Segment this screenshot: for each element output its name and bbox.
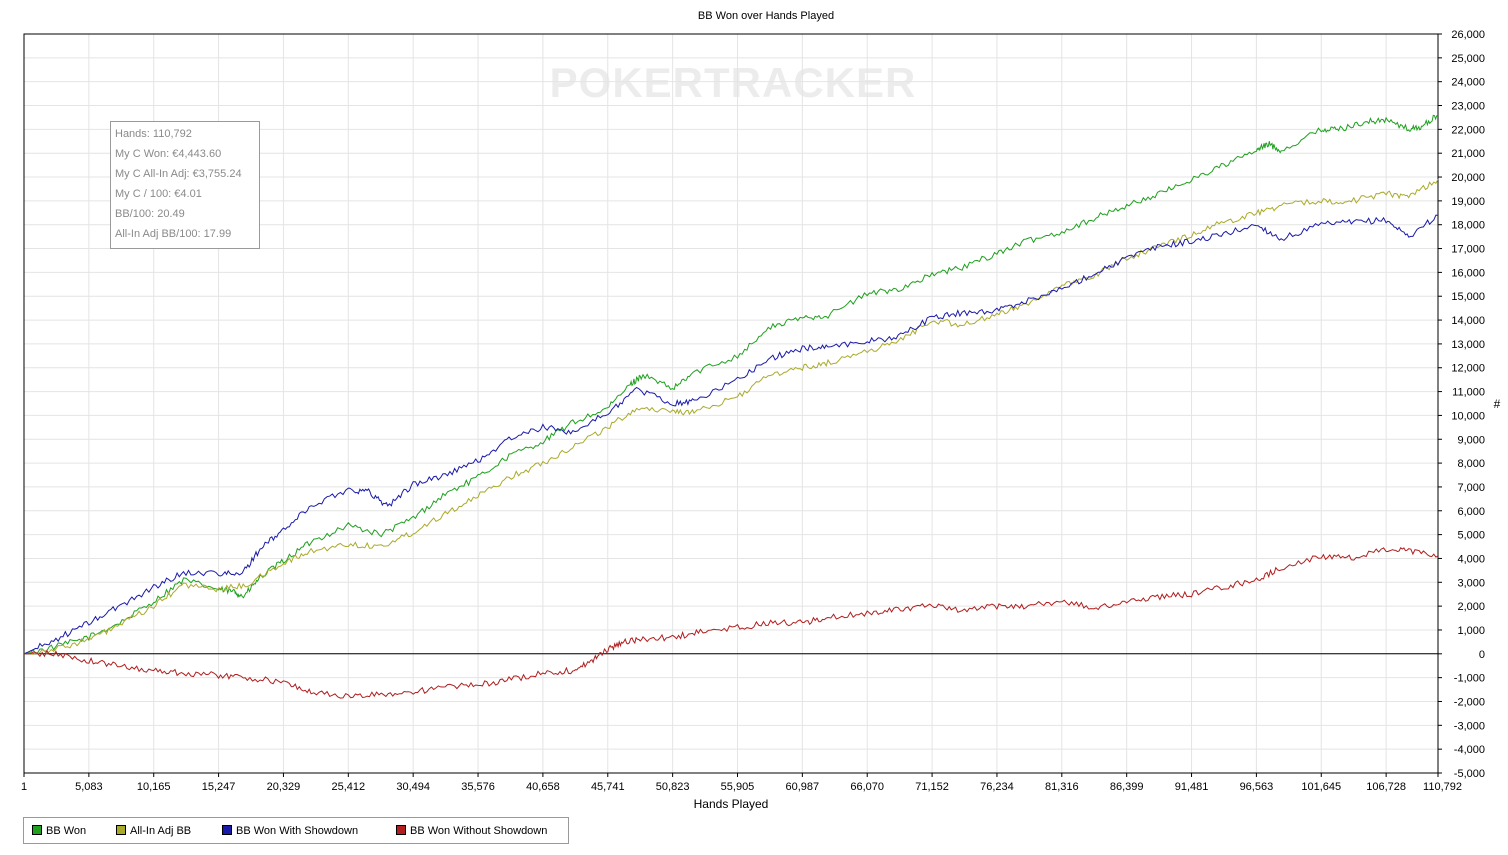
y-tick-label: 23,000 xyxy=(1451,101,1485,113)
legend-item-bb-won-without-showdown[interactable]: BB Won Without Showdown xyxy=(396,825,547,837)
legend-label-bb-won: BB Won xyxy=(46,825,87,837)
y-tick-label: 0 xyxy=(1479,649,1485,661)
y-tick-label: 7,000 xyxy=(1457,482,1485,494)
x-tick-label: 45,741 xyxy=(591,781,625,793)
legend-swatch-bb-won-without-showdown xyxy=(396,825,406,835)
x-tick-label: 50,823 xyxy=(656,781,690,793)
chart-title: BB Won over Hands Played xyxy=(698,10,834,22)
x-tick-label: 10,165 xyxy=(137,781,171,793)
y-tick-label: 15,000 xyxy=(1451,291,1485,303)
legend: BB Won All-In Adj BB BB Won With Showdow… xyxy=(23,817,569,844)
y-tick-label: 1,000 xyxy=(1457,625,1485,637)
x-tick-label: 71,152 xyxy=(915,781,949,793)
y-tick-label: 26,000 xyxy=(1451,29,1485,41)
info-allin-bb-100: All-In Adj BB/100: 17.99 xyxy=(115,228,232,240)
y-tick-label: 2,000 xyxy=(1457,601,1485,613)
y-tick-label: 17,000 xyxy=(1451,244,1485,256)
series-line-bb-won-with-showdown xyxy=(23,214,1439,655)
y-tick-label: 11,000 xyxy=(1452,387,1485,399)
legend-swatch-bb-won-with-showdown xyxy=(222,825,232,835)
x-axis-title: Hands Played xyxy=(694,797,769,811)
legend-item-all-in-adj-bb[interactable]: All-In Adj BB xyxy=(116,825,191,837)
info-bb-100: BB/100: 20.49 xyxy=(115,208,185,220)
y-tick-label: 13,000 xyxy=(1451,339,1485,351)
y-axis-ticks: -5,000 -4,000 -3,000 -2,000 -1,000 0 1,000 2,00… xyxy=(1438,29,1485,780)
y-axis-title: # xyxy=(1494,397,1501,411)
x-axis-ticks: 1 5,083 10,165 15,247 20,329 25,412 30,494 35,5… xyxy=(21,773,1462,793)
x-tick-label: 30,494 xyxy=(396,781,430,793)
y-tick-label: -1,000 xyxy=(1454,673,1485,685)
series-line-bb-won xyxy=(23,114,1439,655)
x-tick-label: 1 xyxy=(21,781,27,793)
info-per-100: My C / 100: €4.01 xyxy=(115,188,202,200)
x-tick-label: 76,234 xyxy=(980,781,1014,793)
y-tick-label: -4,000 xyxy=(1454,744,1485,756)
legend-swatch-bb-won xyxy=(32,825,42,835)
legend-swatch-all-in-adj-bb xyxy=(116,825,126,835)
y-tick-label: 22,000 xyxy=(1451,124,1485,136)
y-tick-label: 21,000 xyxy=(1451,148,1485,160)
y-tick-label: 24,000 xyxy=(1451,77,1485,89)
x-tick-label: 91,481 xyxy=(1175,781,1209,793)
x-tick-label: 55,905 xyxy=(721,781,755,793)
x-tick-label: 35,576 xyxy=(461,781,495,793)
y-tick-label: 19,000 xyxy=(1451,196,1485,208)
x-tick-label: 20,329 xyxy=(267,781,301,793)
y-tick-label: 3,000 xyxy=(1457,577,1485,589)
y-tick-label: -2,000 xyxy=(1454,696,1485,708)
legend-label-all-in-adj-bb: All-In Adj BB xyxy=(130,825,192,837)
series-line-all-in-adj-bb xyxy=(23,179,1439,656)
y-tick-label: -3,000 xyxy=(1454,720,1485,732)
info-won: My C Won: €4,443.60 xyxy=(115,148,222,160)
x-tick-label: 25,412 xyxy=(331,781,365,793)
y-tick-label: 16,000 xyxy=(1451,267,1485,279)
y-tick-label: 14,000 xyxy=(1451,315,1485,327)
y-tick-label: 8,000 xyxy=(1457,458,1485,470)
watermark: POKERTRACKER xyxy=(550,59,917,106)
y-tick-label: 6,000 xyxy=(1457,506,1485,518)
y-tick-label: 9,000 xyxy=(1457,434,1485,446)
x-tick-label: 110,792 xyxy=(1423,781,1462,793)
y-tick-label: 20,000 xyxy=(1451,172,1485,184)
x-tick-label: 66,070 xyxy=(850,781,884,793)
y-tick-label: 12,000 xyxy=(1451,363,1485,375)
series-line-bb-won-without-showdown xyxy=(24,547,1439,699)
y-tick-label: 18,000 xyxy=(1451,220,1485,232)
x-tick-label: 40,658 xyxy=(526,781,560,793)
x-tick-label: 86,399 xyxy=(1110,781,1144,793)
x-tick-label: 101,645 xyxy=(1301,781,1341,793)
x-tick-label: 5,083 xyxy=(75,781,103,793)
legend-item-bb-won[interactable]: BB Won xyxy=(32,825,86,837)
y-tick-label: 4,000 xyxy=(1457,553,1485,565)
legend-label-bb-won-without-showdown: BB Won Without Showdown xyxy=(410,825,548,837)
y-tick-label: 5,000 xyxy=(1457,530,1485,542)
legend-item-bb-won-with-showdown[interactable]: BB Won With Showdown xyxy=(222,825,358,837)
x-tick-label: 60,987 xyxy=(786,781,820,793)
legend-label-bb-won-with-showdown: BB Won With Showdown xyxy=(236,825,359,837)
y-tick-label: -5,000 xyxy=(1454,768,1485,780)
plot-area xyxy=(23,33,1439,774)
x-tick-label: 15,247 xyxy=(202,781,236,793)
stats-info-box: Hands: 110,792 My C Won: €4,443.60 My C … xyxy=(110,121,260,249)
info-hands: Hands: 110,792 xyxy=(115,128,192,140)
info-allin-adj: My C All-In Adj: €3,755.24 xyxy=(115,168,242,180)
series-group xyxy=(23,114,1439,699)
y-tick-label: 10,000 xyxy=(1451,410,1485,422)
x-tick-label: 81,316 xyxy=(1045,781,1079,793)
x-tick-label: 96,563 xyxy=(1240,781,1274,793)
y-tick-label: 25,000 xyxy=(1451,53,1485,65)
x-tick-label: 106,728 xyxy=(1366,781,1406,793)
